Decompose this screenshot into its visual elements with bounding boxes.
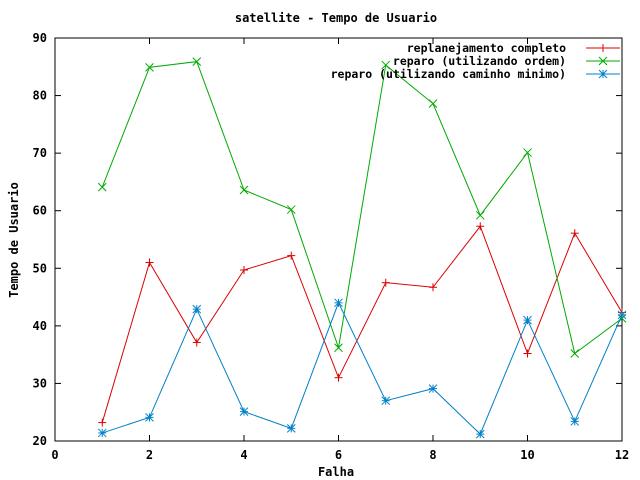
data-point (192, 57, 202, 66)
data-point (381, 278, 390, 287)
series-line-2 (101, 61, 623, 355)
y-axis-label: Tempo de Usuario (7, 182, 21, 298)
legend-label: reparo (utilizando ordem) (393, 54, 566, 68)
legend-marker (598, 69, 608, 79)
data-point (334, 373, 343, 382)
data-point (475, 210, 485, 220)
legend-marker (599, 44, 607, 52)
x-tick-label: 0 (51, 448, 58, 462)
data-point (523, 315, 532, 325)
data-point (145, 63, 154, 72)
data-point (570, 417, 580, 426)
data-point (476, 222, 485, 231)
data-point (145, 413, 154, 422)
y-tick-label: 80 (33, 89, 47, 103)
data-point (145, 258, 154, 267)
x-tick-label: 8 (429, 448, 436, 462)
data-point (428, 99, 438, 108)
legend-marker (598, 56, 608, 66)
data-point (475, 429, 485, 439)
y-tick-label: 50 (33, 261, 47, 275)
y-tick-label: 90 (33, 31, 47, 45)
data-point (334, 343, 343, 353)
data-point (523, 148, 532, 157)
data-point (97, 182, 107, 192)
plot-area: 0 2 4 6 8 10 12 20 30 40 50 60 70 80 90 (33, 31, 630, 462)
data-point (428, 384, 438, 393)
x-tick-label: 12 (615, 448, 629, 462)
data-point (334, 298, 343, 308)
y-tick-label: 60 (33, 204, 47, 218)
y-tick-label: 30 (33, 376, 47, 390)
legend-label: reparo (utilizando caminho minimo) (331, 67, 566, 81)
data-point (97, 428, 107, 438)
data-point (98, 418, 107, 427)
data-point (570, 229, 579, 238)
data-point (570, 349, 580, 358)
data-point (429, 283, 437, 292)
data-point (192, 338, 201, 347)
data-point (287, 251, 296, 260)
legend-label: replanejamento completo (407, 41, 566, 55)
data-point (617, 310, 627, 320)
series-line-1 (101, 225, 623, 423)
data-point (239, 185, 249, 195)
data-point (192, 304, 202, 314)
x-tick-label: 4 (240, 448, 247, 462)
x-tick-label: 10 (520, 448, 534, 462)
y-tick-label: 70 (33, 146, 47, 160)
data-point (239, 407, 249, 416)
data-point (523, 349, 532, 358)
x-axis-label: Falha (318, 465, 354, 479)
data-point (286, 205, 296, 214)
data-point (381, 396, 391, 406)
series-line-3 (102, 301, 623, 435)
data-point (240, 266, 248, 275)
data-point (286, 423, 296, 433)
data-point (381, 60, 391, 70)
chart-title: satellite - Tempo de Usuario (235, 11, 437, 25)
x-tick-label: 2 (146, 448, 153, 462)
x-tick-label: 6 (335, 448, 342, 462)
y-tick-label: 20 (33, 434, 47, 448)
y-tick-label: 40 (33, 319, 47, 333)
